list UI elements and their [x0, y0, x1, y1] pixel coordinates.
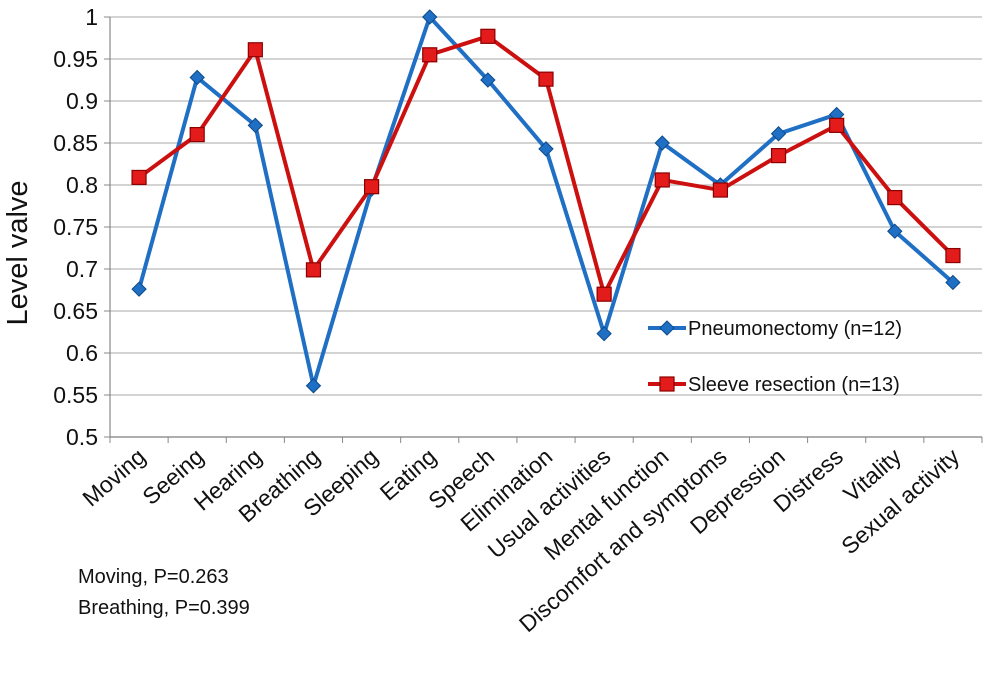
data-point-pneumonectomy	[305, 378, 322, 394]
y-tick-label: 0.65	[53, 298, 98, 324]
data-point-sleeve-resection	[189, 126, 205, 143]
data-point-sleeve-resection	[829, 117, 845, 133]
data-point-sleeve-resection	[364, 179, 380, 195]
data-point-pneumonectomy	[654, 135, 670, 151]
data-point-sleeve-resection	[712, 182, 729, 198]
y-tick-label: 0.5	[66, 424, 98, 450]
data-point-sleeve-resection	[887, 190, 903, 206]
y-tick-label: 0.8	[66, 172, 98, 198]
x-tick-label: Moving	[77, 443, 150, 511]
data-point-sleeve-resection	[770, 148, 787, 164]
legend-swatch-marker	[659, 376, 675, 392]
data-point-pneumonectomy	[945, 274, 961, 291]
data-point-pneumonectomy	[422, 9, 438, 25]
y-axis-ticks: 0.5 0.55 0.6 0.65 0.7 0.75 0.8 0.85 0.9 0.95 1	[53, 4, 98, 450]
data-point-pneumonectomy	[480, 72, 496, 88]
data-point-sleeve-resection	[596, 286, 612, 302]
data-point-pneumonectomy	[247, 117, 264, 134]
legend: Pneumonectomy (n=12) Sleeve resection (n=…	[648, 318, 902, 396]
data-point-pneumonectomy	[887, 223, 903, 239]
data-point-sleeve-resection	[480, 28, 496, 44]
note-moving-p: Moving, P=0.263	[78, 566, 229, 588]
note-breathing-p: Breathing, P=0.399	[78, 597, 250, 619]
y-axis-label: Level valve	[2, 180, 34, 325]
data-point-sleeve-resection	[945, 247, 961, 264]
data-point-pneumonectomy	[131, 281, 147, 297]
legend-swatch-marker	[659, 320, 675, 336]
y-tick-label: 0.75	[53, 214, 98, 240]
legend-label: Sleeve resection (n=13)	[688, 374, 900, 396]
data-point-sleeve-resection	[247, 42, 263, 58]
legend-label: Pneumonectomy (n=12)	[688, 318, 902, 340]
y-tick-label: 0.55	[53, 382, 98, 408]
y-tick-label: 0.95	[53, 46, 98, 72]
data-point-sleeve-resection	[538, 71, 554, 87]
y-tick-label: 0.85	[53, 130, 98, 156]
data-point-pneumonectomy	[770, 126, 787, 142]
data-point-pneumonectomy	[596, 325, 612, 342]
y-tick-label: 1	[85, 4, 98, 30]
data-point-pneumonectomy	[189, 69, 205, 86]
data-point-sleeve-resection	[654, 172, 670, 188]
data-point-sleeve-resection	[422, 47, 438, 63]
data-point-pneumonectomy	[538, 141, 554, 157]
data-point-sleeve-resection	[305, 262, 322, 278]
data-point-sleeve-resection	[131, 169, 147, 186]
y-tick-label: 0.6	[66, 340, 98, 366]
y-tick-label: 0.9	[66, 88, 98, 114]
gridlines	[104, 16, 983, 443]
series-layer	[131, 9, 961, 394]
y-tick-label: 0.7	[66, 256, 98, 282]
